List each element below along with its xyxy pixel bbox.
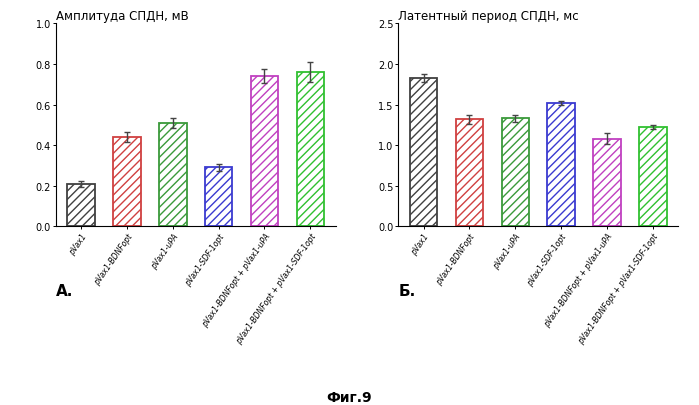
Text: Фиг.9: Фиг.9 <box>326 390 373 404</box>
Text: А.: А. <box>56 284 73 298</box>
Bar <box>296 73 324 227</box>
Bar <box>502 119 529 227</box>
Bar <box>456 120 483 227</box>
Bar <box>159 124 187 227</box>
Text: Б.: Б. <box>398 284 416 298</box>
Text: Латентный период СПДН, мс: Латентный период СПДН, мс <box>398 10 579 23</box>
Bar <box>547 104 575 227</box>
Bar <box>593 139 621 227</box>
Bar <box>205 168 232 227</box>
Bar <box>113 138 140 227</box>
Bar <box>639 128 667 227</box>
Text: Амплитуда СПДН, мВ: Амплитуда СПДН, мВ <box>56 10 189 23</box>
Bar <box>410 79 438 227</box>
Bar <box>67 184 95 227</box>
Bar <box>251 77 278 227</box>
